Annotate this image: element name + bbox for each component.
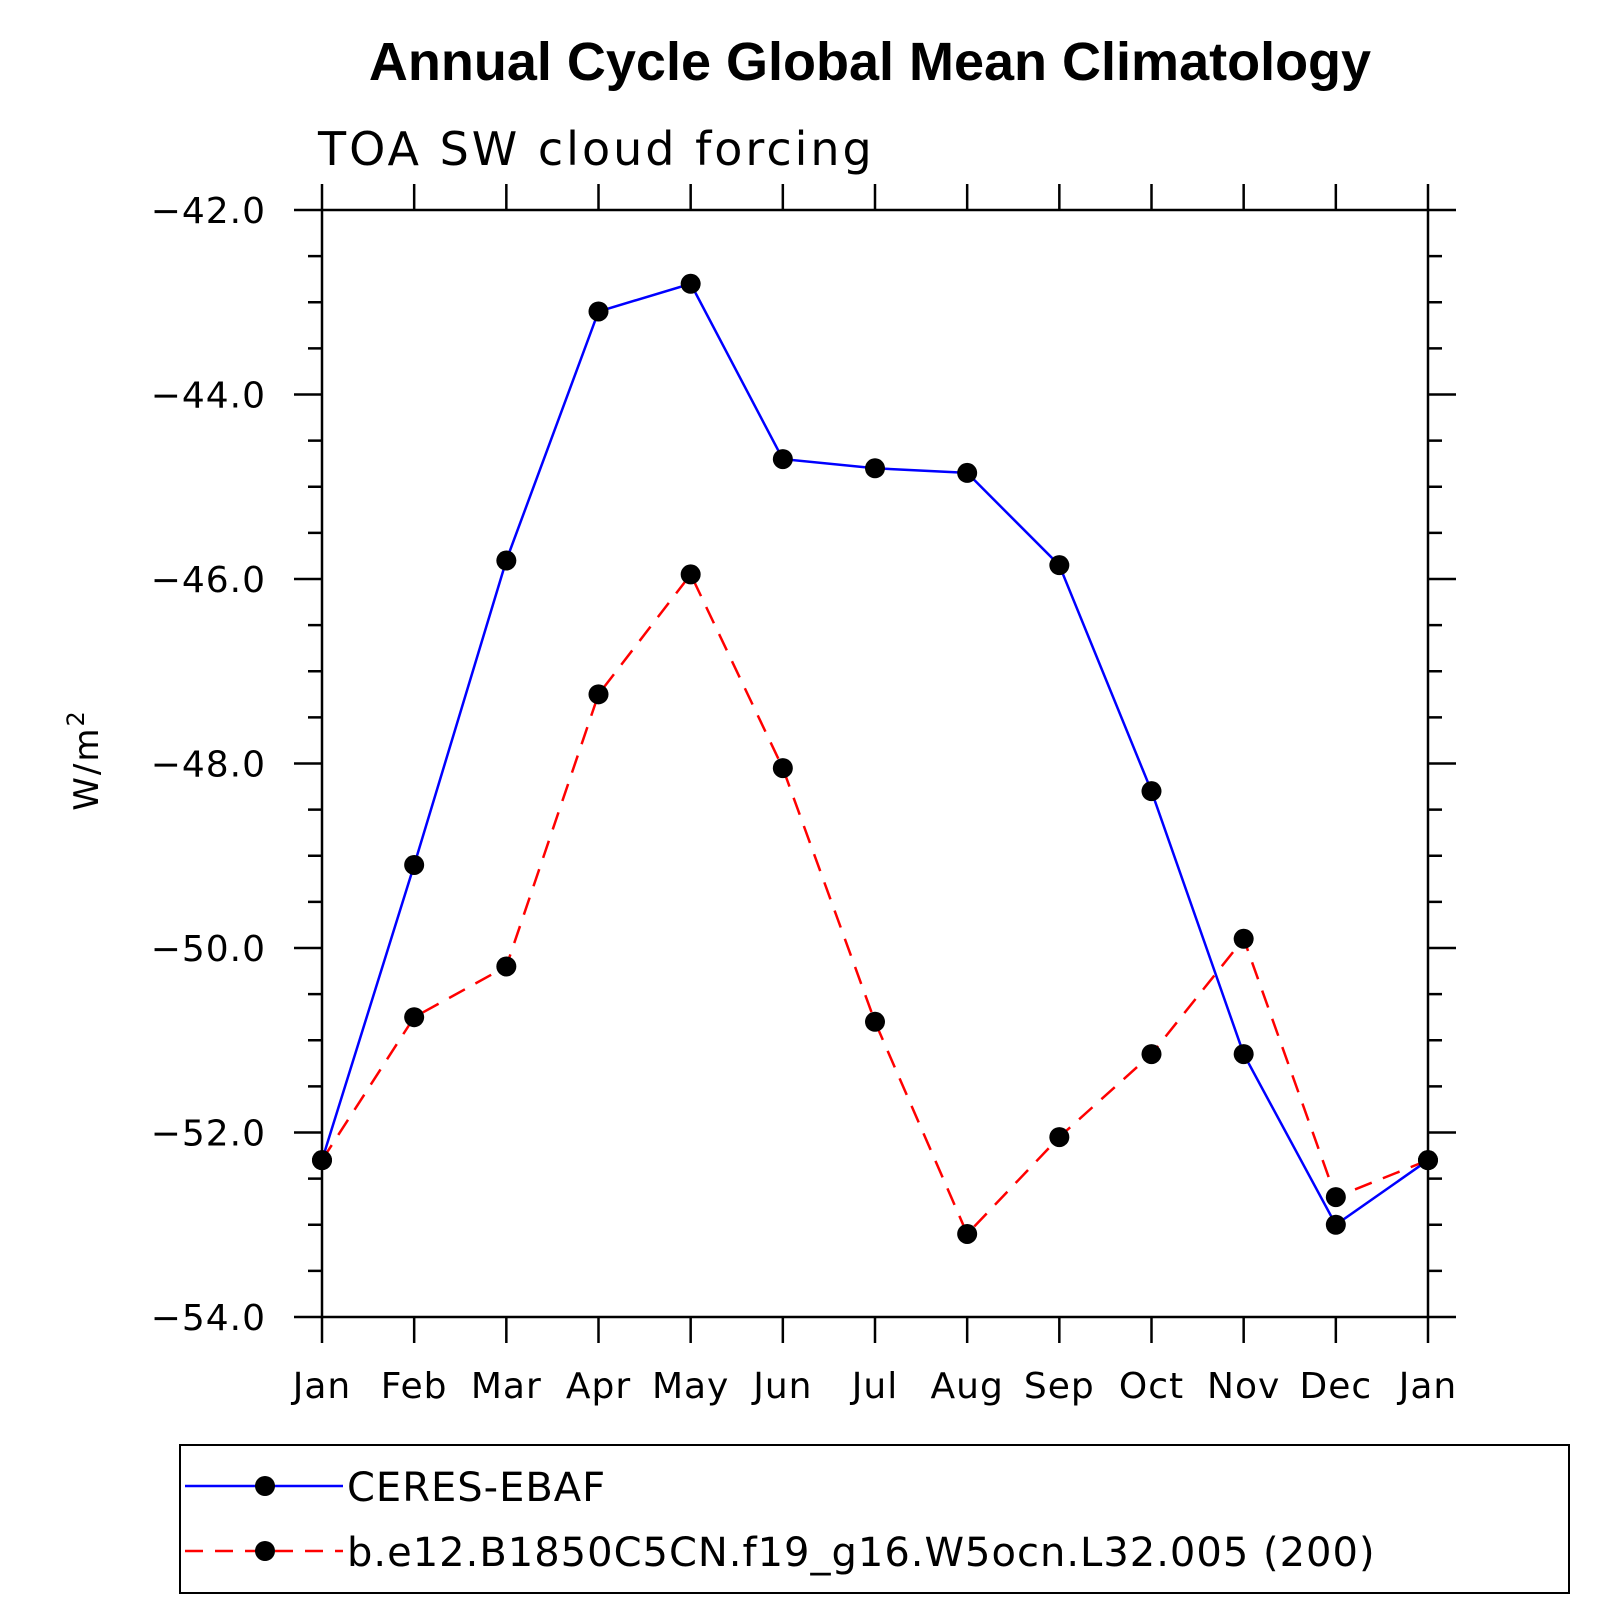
y-tick-label: −48.0: [151, 745, 266, 786]
data-point-series-1: [1418, 1150, 1438, 1171]
data-point-series-1: [1325, 1187, 1346, 1208]
x-tick-label: Jan: [1397, 1366, 1458, 1407]
data-point-series-0: [772, 449, 793, 470]
legend: CERES-EBAF b.e12.B1850C5CN.f19_g16.W5ocn…: [179, 1444, 1570, 1594]
data-point-series-1: [1049, 1127, 1070, 1148]
x-tick-label: Jul: [850, 1366, 898, 1407]
legend-marker-ceres: [255, 1476, 275, 1496]
x-tick-label: May: [652, 1366, 729, 1407]
series-line-1: [320, 572, 1429, 1237]
data-point-series-1: [496, 956, 517, 977]
x-tick-label: Oct: [1119, 1366, 1184, 1407]
data-point-series-1: [680, 564, 701, 585]
y-tick-label: −54.0: [151, 1298, 266, 1339]
series-line-0: [320, 282, 1429, 1227]
data-point-series-1: [1233, 928, 1254, 949]
x-tick-label: Aug: [931, 1366, 1004, 1407]
data-point-series-0: [1233, 1044, 1254, 1065]
data-point-series-0: [588, 301, 609, 322]
plot-frame: [320, 208, 1430, 1319]
data-point-series-0: [865, 458, 885, 479]
chart-title: Annual Cycle Global Mean Climatology: [369, 32, 1371, 92]
x-tick-label: Nov: [1207, 1366, 1280, 1407]
svg-text:W/m2: W/m2: [62, 709, 107, 810]
y-tick-label: −42.0: [151, 191, 266, 232]
data-point-series-0: [1325, 1214, 1346, 1235]
x-tick-label: Mar: [471, 1366, 542, 1407]
data-point-series-0: [680, 273, 701, 294]
x-tick-label: Sep: [1024, 1366, 1095, 1407]
data-point-series-0: [957, 462, 978, 483]
legend-label-model: b.e12.B1850C5CN.f19_g16.W5ocn.L32.005 (2…: [347, 1530, 1376, 1576]
y-tick-label: −52.0: [151, 1114, 266, 1155]
y-tick-labels: −42.0 −44.0 −46.0 −48.0 −50.0 −52.0 −54.0: [151, 191, 266, 1339]
data-point-series-0: [496, 550, 517, 571]
y-axis-label: W/m2: [62, 709, 107, 810]
data-point-series-1: [1141, 1044, 1162, 1065]
y-axis-label-superscript: 2: [62, 709, 90, 726]
data-point-series-1: [588, 684, 609, 705]
data-point-series-0: [1049, 555, 1070, 576]
series-layer: [312, 273, 1438, 1244]
y-tick-label: −46.0: [151, 560, 266, 601]
chart-subtitle: TOA SW cloud forcing: [317, 122, 875, 176]
x-tick-labels: Jan Feb Mar Apr May Jun Jul Aug Sep Oct Nov Dec Jan: [291, 1366, 1458, 1407]
x-tick-label: Apr: [566, 1366, 631, 1407]
y-tick-label: −50.0: [151, 929, 266, 970]
data-point-series-1: [957, 1223, 978, 1244]
data-point-series-1: [312, 1150, 332, 1171]
legend-marker-model: [255, 1541, 275, 1561]
x-tick-label: Jun: [751, 1366, 812, 1407]
x-tick-label: Jan: [291, 1366, 352, 1407]
data-point-series-0: [1141, 781, 1162, 802]
data-point-series-1: [865, 1011, 885, 1032]
x-tick-label: Feb: [381, 1366, 448, 1407]
x-tick-label: Dec: [1299, 1366, 1372, 1407]
legend-label-ceres: CERES-EBAF: [347, 1465, 606, 1511]
data-point-series-0: [404, 854, 425, 875]
y-tick-label: −44.0: [151, 376, 266, 417]
axis-ticks: [294, 184, 1456, 1343]
y-axis-label-text: W/m: [67, 727, 107, 811]
data-point-series-1: [404, 1007, 425, 1028]
data-point-series-1: [772, 758, 793, 779]
legend-box: [179, 1444, 1570, 1594]
